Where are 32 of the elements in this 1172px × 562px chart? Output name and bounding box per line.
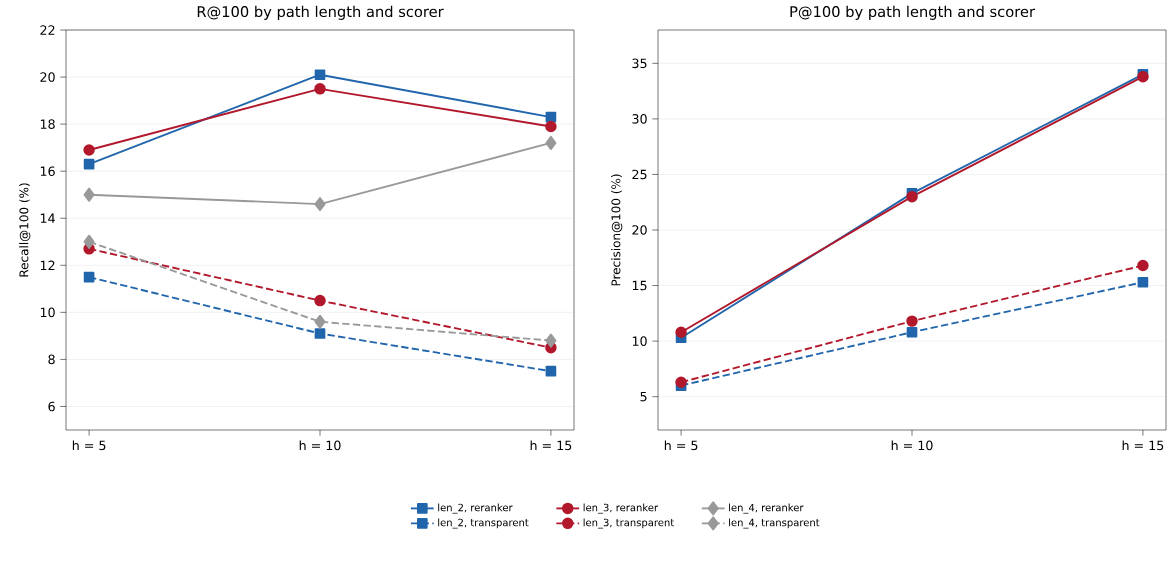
- legend-label: len_2, reranker: [438, 503, 513, 514]
- y-tick-label: 15: [632, 280, 647, 291]
- y-tick-label: 5: [640, 391, 647, 402]
- legend-label: len_2, transparent: [438, 518, 529, 529]
- x-tick-label: h = 5: [664, 440, 698, 451]
- y-tick-label: 8: [48, 354, 55, 365]
- chart-title: R@100 by path length and scorer: [197, 5, 444, 20]
- y-tick-label: 22: [40, 25, 55, 35]
- y-tick-label: 16: [40, 166, 55, 176]
- y-tick-label: 35: [632, 58, 647, 69]
- legend-label: len_3, transparent: [583, 518, 674, 529]
- x-tick-label: h = 15: [1122, 440, 1164, 451]
- x-tick-label: h = 10: [299, 440, 341, 451]
- x-tick-label: h = 5: [72, 440, 106, 451]
- y-axis-title: Precision@100 (%): [611, 174, 623, 286]
- y-tick-label: 6: [48, 401, 55, 412]
- y-tick-label: 12: [40, 260, 55, 270]
- x-tick-label: h = 10: [891, 440, 933, 451]
- y-tick-label: 18: [40, 119, 55, 129]
- y-tick-label: 10: [40, 307, 55, 318]
- chart-title: P@100 by path length and scorer: [790, 5, 1035, 20]
- y-tick-label: 25: [632, 169, 647, 180]
- legend-label: len_4, transparent: [729, 518, 820, 529]
- y-tick-label: 10: [632, 336, 647, 346]
- legend-label: len_4, reranker: [729, 503, 804, 514]
- x-tick-label: h = 15: [530, 440, 572, 451]
- y-axis-title: Recall@100 (%): [19, 183, 31, 277]
- y-tick-label: 30: [632, 114, 647, 124]
- y-tick-label: 14: [40, 213, 55, 223]
- y-tick-label: 20: [632, 225, 647, 235]
- y-tick-label: 20: [40, 72, 55, 82]
- legend-label: len_3, reranker: [583, 503, 659, 514]
